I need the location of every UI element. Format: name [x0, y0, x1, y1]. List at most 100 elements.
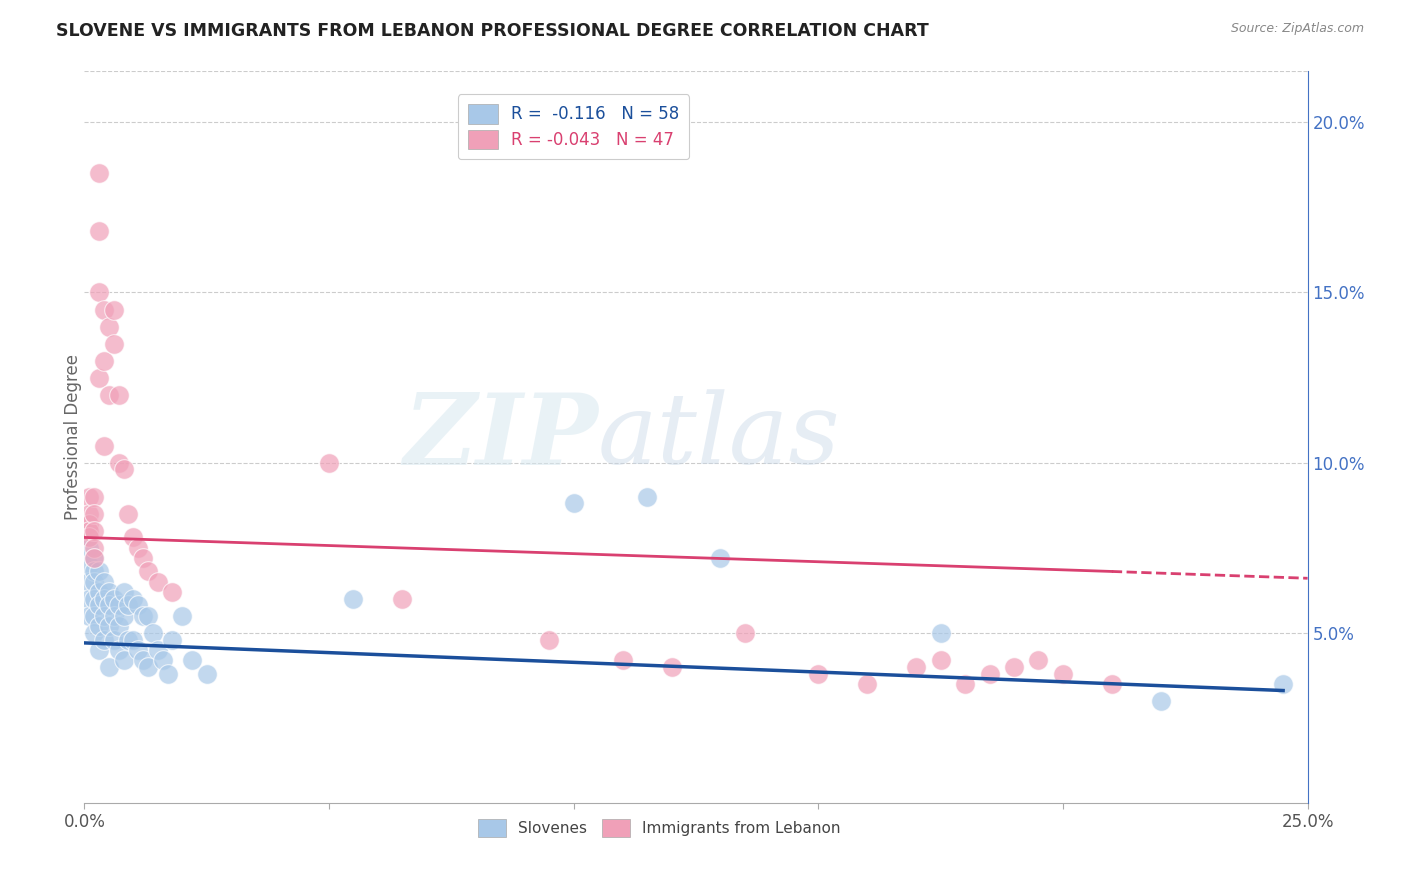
Point	[83, 490, 105, 504]
Text: Source: ZipAtlas.com: Source: ZipAtlas.com	[1230, 22, 1364, 36]
Point	[136, 659, 159, 673]
Point	[87, 370, 110, 384]
Point	[97, 387, 120, 401]
Point	[83, 541, 105, 555]
Point	[162, 632, 184, 647]
Point	[103, 302, 125, 317]
Point	[103, 632, 125, 647]
Point	[87, 224, 110, 238]
Point	[93, 608, 115, 623]
Text: ZIP: ZIP	[404, 389, 598, 485]
Point	[979, 666, 1001, 681]
Point	[93, 439, 115, 453]
Point	[122, 591, 145, 606]
Point	[117, 507, 139, 521]
Point	[172, 608, 194, 623]
Text: SLOVENE VS IMMIGRANTS FROM LEBANON PROFESSIONAL DEGREE CORRELATION CHART: SLOVENE VS IMMIGRANTS FROM LEBANON PROFE…	[56, 22, 929, 40]
Point	[83, 524, 105, 538]
Point	[77, 608, 100, 623]
Point	[83, 550, 105, 565]
Point	[97, 599, 120, 613]
Point	[132, 653, 155, 667]
Point	[77, 531, 100, 545]
Point	[112, 608, 135, 623]
Point	[856, 677, 879, 691]
Point	[97, 659, 120, 673]
Point	[77, 490, 100, 504]
Point	[734, 625, 756, 640]
Point	[661, 659, 683, 673]
Point	[87, 619, 110, 633]
Y-axis label: Professional Degree: Professional Degree	[65, 354, 82, 520]
Point	[1150, 694, 1173, 708]
Point	[709, 550, 731, 565]
Point	[93, 591, 115, 606]
Point	[107, 642, 129, 657]
Point	[122, 632, 145, 647]
Point	[1052, 666, 1074, 681]
Point	[636, 490, 658, 504]
Point	[112, 462, 135, 476]
Point	[1272, 677, 1295, 691]
Point	[97, 619, 120, 633]
Point	[905, 659, 928, 673]
Point	[107, 456, 129, 470]
Point	[103, 591, 125, 606]
Point	[127, 599, 149, 613]
Point	[83, 608, 105, 623]
Point	[93, 353, 115, 368]
Point	[107, 387, 129, 401]
Point	[342, 591, 364, 606]
Point	[127, 642, 149, 657]
Point	[77, 541, 100, 555]
Point	[103, 336, 125, 351]
Point	[77, 574, 100, 589]
Point	[318, 456, 340, 470]
Point	[132, 608, 155, 623]
Point	[152, 653, 174, 667]
Point	[107, 619, 129, 633]
Point	[1028, 653, 1050, 667]
Point	[929, 653, 952, 667]
Point	[103, 608, 125, 623]
Point	[83, 507, 105, 521]
Point	[93, 632, 115, 647]
Point	[93, 302, 115, 317]
Point	[87, 166, 110, 180]
Point	[83, 550, 105, 565]
Point	[87, 642, 110, 657]
Point	[77, 591, 100, 606]
Point	[1002, 659, 1025, 673]
Point	[83, 574, 105, 589]
Point	[97, 319, 120, 334]
Text: atlas: atlas	[598, 390, 841, 484]
Point	[142, 625, 165, 640]
Point	[83, 591, 105, 606]
Point	[127, 541, 149, 555]
Point	[195, 666, 218, 681]
Point	[156, 666, 179, 681]
Point	[391, 591, 413, 606]
Point	[83, 565, 105, 579]
Point	[87, 565, 110, 579]
Point	[146, 574, 169, 589]
Point	[77, 516, 100, 531]
Point	[117, 599, 139, 613]
Point	[132, 550, 155, 565]
Point	[562, 496, 585, 510]
Point	[83, 625, 105, 640]
Point	[136, 608, 159, 623]
Point	[97, 585, 120, 599]
Point	[87, 599, 110, 613]
Point	[1101, 677, 1123, 691]
Point	[146, 642, 169, 657]
Point	[93, 574, 115, 589]
Point	[122, 531, 145, 545]
Point	[87, 585, 110, 599]
Legend: Slovenes, Immigrants from Lebanon: Slovenes, Immigrants from Lebanon	[472, 813, 846, 843]
Point	[612, 653, 634, 667]
Point	[162, 585, 184, 599]
Point	[181, 653, 204, 667]
Point	[136, 565, 159, 579]
Point	[929, 625, 952, 640]
